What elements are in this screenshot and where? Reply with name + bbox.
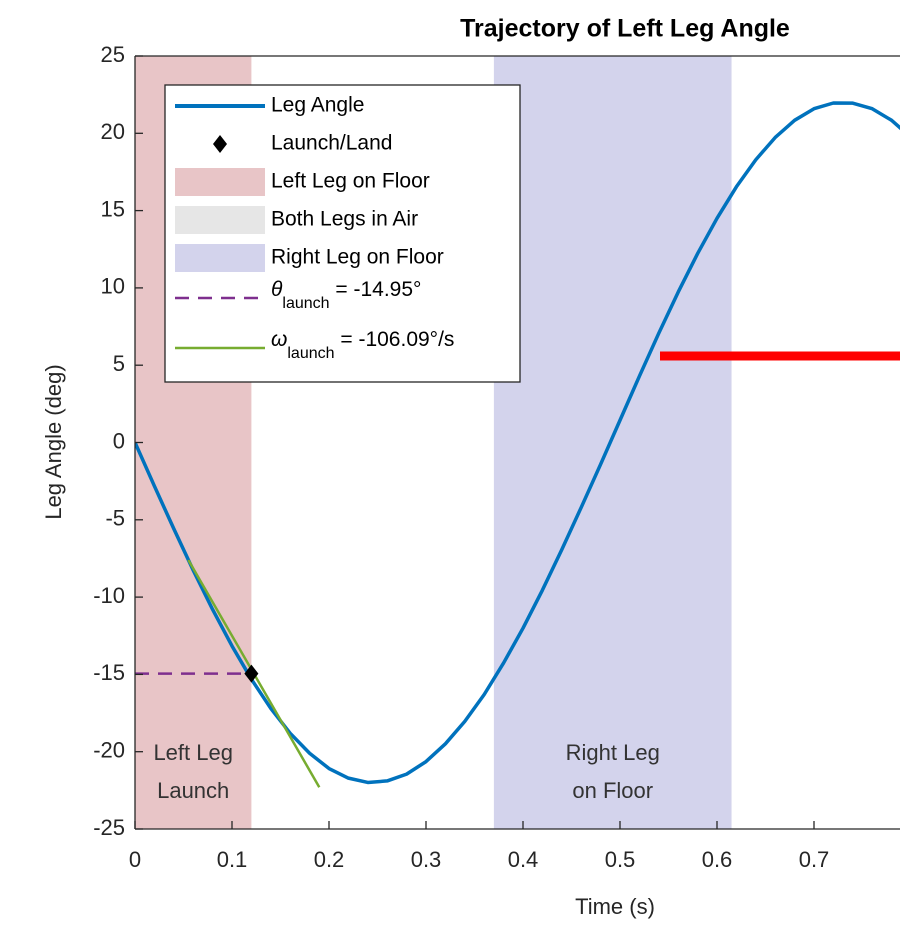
legend-label: Left Leg on Floor (271, 170, 430, 193)
legend-swatch (175, 244, 265, 272)
x-tick-label: 0.7 (799, 847, 830, 872)
leg-angle-line (135, 101, 900, 785)
y-tick-label: -25 (93, 815, 125, 840)
legend-label: Right Leg on Floor (271, 246, 444, 269)
y-tick-label: 25 (101, 42, 125, 67)
legend-label-part: = -106.09°/s (335, 328, 455, 351)
legend-label-part: = -14.95° (330, 278, 422, 301)
y-tick-label: -20 (93, 738, 125, 763)
y-axis-label: Leg Angle (deg) (41, 364, 66, 519)
x-tick-label: 0.2 (314, 847, 345, 872)
y-tick-label: 0 (113, 428, 125, 453)
legend-label: Leg Angle (271, 94, 364, 117)
y-tick-label: -10 (93, 583, 125, 608)
legend-label: Both Legs in Air (271, 208, 418, 231)
x-tick-label: 0 (129, 847, 141, 872)
region-annotation: Launch (157, 778, 229, 803)
legend-label-part: launch (282, 295, 329, 312)
x-tick-label: 0.1 (217, 847, 248, 872)
chart-title: Trajectory of Left Leg Angle (460, 15, 790, 43)
x-tick-label: 0.3 (411, 847, 442, 872)
legend-label: ωlaunch = -106.09°/s (271, 328, 454, 363)
y-tick-label: 5 (113, 351, 125, 376)
x-axis-label: Time (s) (575, 894, 655, 919)
x-tick-label: 0.5 (605, 847, 636, 872)
legend-label: θlaunch = -14.95° (271, 278, 421, 313)
legend-label-part: launch (287, 345, 334, 362)
region-annotation: on Floor (572, 778, 653, 803)
y-tick-label: 10 (101, 274, 125, 299)
plot (135, 101, 900, 788)
region-annotation: Right Leg (566, 740, 660, 765)
axes: -25 -20 -15 -10 -5 0 5 10 15 20 25 0 0.1 0.2 0.3 0.4 0.5… (93, 42, 900, 872)
floor-region (493, 56, 732, 829)
region-annotation: Left Leg (153, 740, 233, 765)
legend-swatch (175, 168, 265, 196)
y-tick-label: 20 (101, 119, 125, 144)
x-tick-label: 0.6 (702, 847, 733, 872)
legend-swatch (213, 135, 227, 153)
y-tick-label: -15 (93, 660, 125, 685)
regions: Left Leg Launch Right Leg on Floor (135, 56, 732, 829)
x-tick-label: 0.4 (508, 847, 539, 872)
legend-label: Launch/Land (271, 132, 392, 155)
launch-land-marker (244, 664, 259, 683)
legend: Leg Angle Launch/Land Left Leg on Floor Bot… (164, 84, 521, 383)
legend-swatch (175, 206, 265, 234)
y-tick-label: -5 (105, 506, 125, 531)
y-tick-label: 15 (101, 196, 125, 221)
legend-label-part: ω (271, 328, 287, 351)
legend-label-part: θ (271, 278, 283, 301)
